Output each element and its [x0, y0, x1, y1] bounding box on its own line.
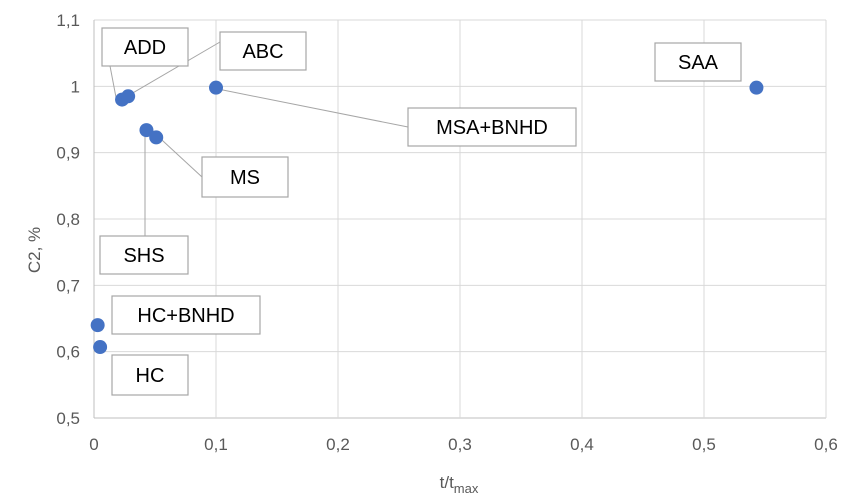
data-label-box — [654, 42, 742, 82]
y-tick-label: 0,7 — [56, 276, 80, 295]
data-point — [93, 340, 108, 355]
tick-labels: 0,5 0,6 0,7 0,8 0,9 1 1,1 0 0,1 0,2 0,3 0,4 0,5 0,6 — [56, 11, 837, 454]
data-point — [749, 80, 764, 95]
data-point — [90, 318, 105, 333]
y-tick-label: 1 — [71, 77, 80, 96]
data-label: SHS — [123, 245, 164, 267]
x-tick-label: 0 — [89, 435, 98, 454]
y-tick-label: 1,1 — [56, 11, 80, 30]
data-label-box — [111, 295, 261, 335]
data-point — [149, 130, 164, 145]
data-point — [209, 80, 223, 95]
x-tick-label: 0,4 — [570, 435, 594, 454]
data-label: HC — [136, 365, 165, 387]
x-axis-title-main: t/t — [440, 473, 454, 492]
data-label-box — [99, 235, 189, 275]
data-label: ABC — [242, 41, 283, 63]
data-points — [90, 80, 764, 355]
y-tick-label: 0,9 — [56, 144, 80, 163]
x-tick-label: 0,1 — [204, 435, 228, 454]
x-axis-title: t/tmax — [440, 473, 479, 495]
data-label-box — [101, 27, 189, 67]
leader-line — [109, 64, 117, 98]
data-point — [121, 89, 136, 104]
x-axis-title-subscript: max — [454, 481, 479, 495]
data-label-box — [219, 31, 307, 71]
data-label-box — [407, 107, 577, 147]
y-tick-label: 0,6 — [56, 343, 80, 362]
y-axis-title: C2, % — [25, 227, 44, 273]
leader-line — [220, 89, 409, 128]
leader-line — [160, 139, 203, 178]
y-tick-label: 0,8 — [56, 210, 80, 229]
x-tick-label: 0,5 — [692, 435, 716, 454]
x-tick-label: 0,6 — [814, 435, 838, 454]
x-tick-label: 0,3 — [448, 435, 472, 454]
x-tick-label: 0,2 — [326, 435, 350, 454]
data-point — [139, 123, 154, 138]
data-label-box — [111, 354, 189, 396]
data-label: ADD — [124, 37, 166, 59]
data-labels: ADD ABC MSA+BNHD SAA SHS MS HC+BNHD HC — [99, 27, 742, 396]
data-label: MSA+BNHD — [436, 117, 548, 139]
y-tick-label: 0,5 — [56, 409, 80, 428]
data-label: SAA — [678, 52, 719, 74]
leader-line — [131, 41, 221, 94]
data-label: MS — [230, 167, 260, 189]
data-label: HC+BNHD — [137, 305, 234, 327]
data-label-box — [201, 156, 289, 198]
